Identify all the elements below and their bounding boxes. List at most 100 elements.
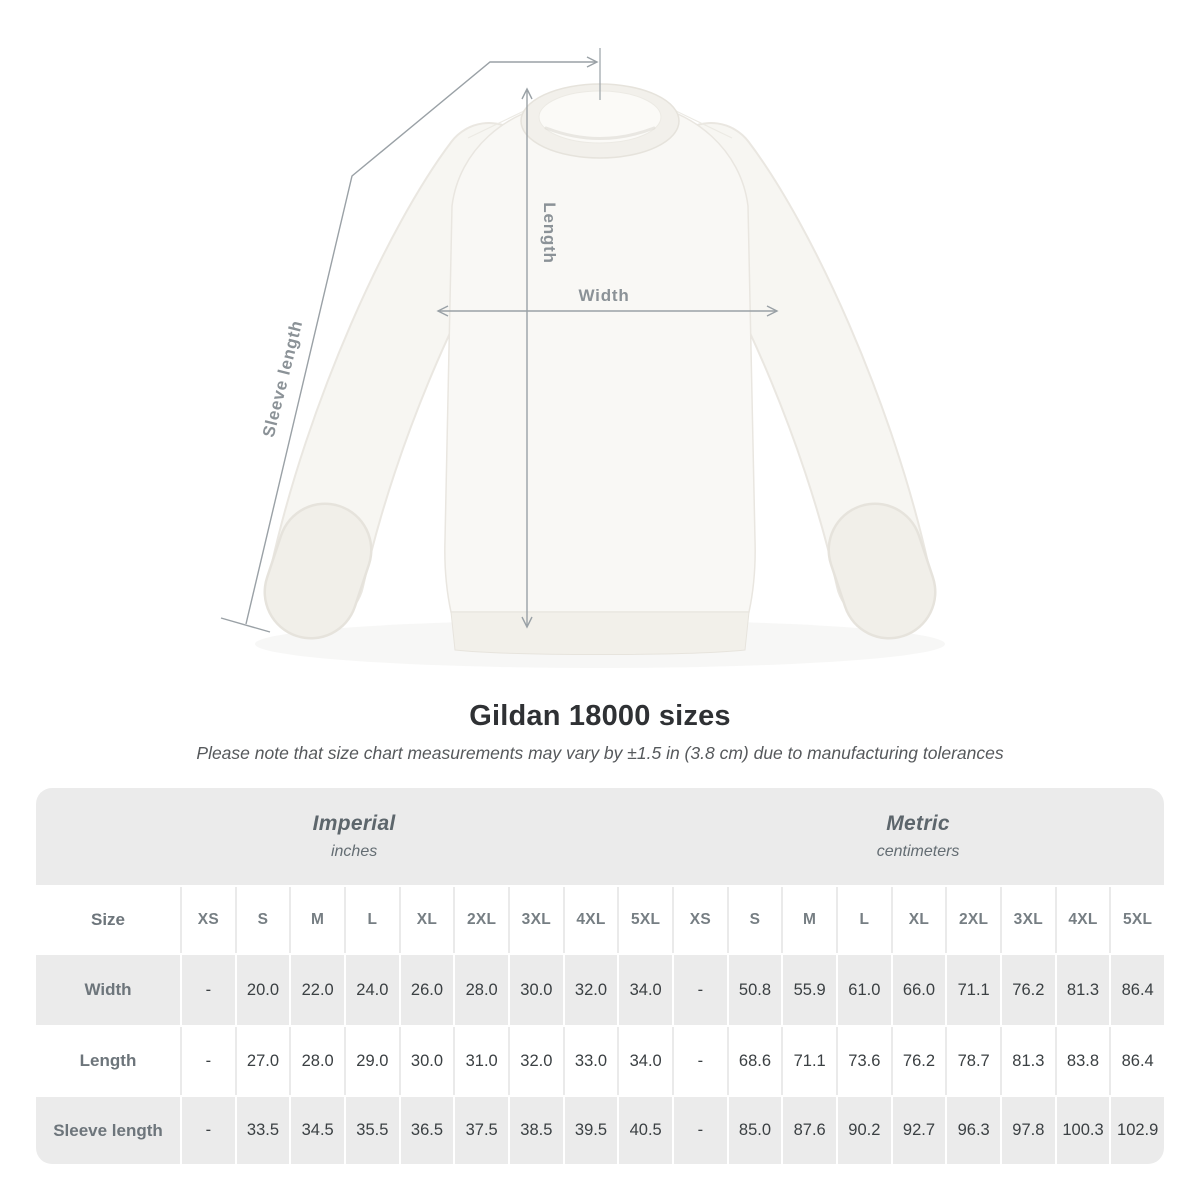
- table-cell: 90.2: [848, 1121, 881, 1139]
- table-cell: 24.0: [356, 980, 389, 999]
- sleeve-length-arrow: [220, 48, 601, 633]
- table-cell: 20.0: [246, 980, 280, 999]
- unit-header-metric: Metric centimeters: [672, 788, 1164, 885]
- size-col: 4XL: [1068, 911, 1098, 928]
- measurement-lines: [220, 48, 779, 633]
- table-cell: 87.6: [793, 1121, 826, 1139]
- table-cell: 30.0: [520, 980, 553, 999]
- table-cell: 76.2: [1012, 980, 1045, 999]
- table-cell: 40.5: [629, 1121, 662, 1139]
- width-arrow: [436, 305, 779, 317]
- metric-label: Metric: [886, 812, 950, 835]
- size-header-label: Size: [90, 910, 126, 929]
- row-label: Sleeve length: [53, 1120, 163, 1140]
- unit-header-imperial: Imperial inches: [36, 788, 672, 885]
- table-cell: 97.8: [1012, 1121, 1045, 1139]
- table-cell: -: [697, 1121, 704, 1139]
- table-cell: 81.3: [1066, 980, 1100, 999]
- table-cell: 34.0: [629, 1051, 662, 1070]
- size-col: XS: [689, 911, 711, 928]
- table-cell: 100.3: [1062, 1121, 1104, 1139]
- table-cell: -: [697, 980, 704, 999]
- metric-unit: centimeters: [876, 843, 960, 860]
- sleeve-length-label: Sleeve length: [259, 318, 306, 439]
- table-cell: 68.6: [738, 1051, 772, 1070]
- sweatshirt-body: [444, 102, 756, 655]
- size-col: L: [859, 911, 870, 928]
- table-cell: 55.9: [793, 980, 826, 999]
- table-cell: 22.0: [301, 980, 334, 999]
- table-cell: 50.8: [738, 980, 772, 999]
- sweatshirt-diagram: Width Length Sleeve length: [220, 48, 937, 655]
- table-cell: 81.3: [1012, 1051, 1045, 1070]
- length-label: Length: [540, 202, 559, 263]
- table-cell: 78.7: [957, 1051, 990, 1070]
- disclaimer-text: Please note that size chart measurements…: [196, 743, 1004, 763]
- table-cell: 76.2: [902, 1051, 936, 1070]
- imperial-unit: inches: [330, 843, 378, 860]
- length-arrow: [521, 87, 533, 629]
- size-col: M: [311, 911, 325, 928]
- table-cell: 26.0: [410, 980, 444, 999]
- table-row-width: Width - 20.0 22.0 24.0 26.0 28.0 30.0 32…: [36, 953, 1164, 1025]
- table-cell: 28.0: [465, 980, 498, 999]
- size-col: L: [367, 911, 378, 928]
- imperial-label: Imperial: [312, 812, 396, 835]
- table-cell: 38.5: [520, 1121, 553, 1139]
- table-cell: 35.5: [356, 1121, 389, 1139]
- table-cell: 86.4: [1121, 980, 1154, 999]
- size-col: S: [257, 911, 269, 928]
- width-label: Width: [578, 286, 629, 305]
- table-cell: 33.0: [574, 1051, 608, 1070]
- table-cell: 85.0: [738, 1121, 772, 1139]
- size-col: 2XL: [959, 911, 989, 928]
- table-cell: 32.0: [574, 980, 608, 999]
- table-cell: 86.4: [1121, 1051, 1154, 1070]
- table-cell: 92.7: [902, 1121, 936, 1139]
- size-col: 2XL: [467, 911, 497, 928]
- sweatshirt-collar: [520, 83, 680, 159]
- table-cell: 29.0: [356, 1051, 389, 1070]
- table-cell: 71.1: [793, 1051, 826, 1070]
- table-row-length: Length - 27.0 28.0 29.0 30.0 31.0 32.0 3…: [36, 1025, 1164, 1095]
- table-cell: -: [205, 1121, 212, 1139]
- table-cell: 34.0: [629, 980, 662, 999]
- size-col: 3XL: [521, 911, 551, 928]
- table-cell: -: [205, 1051, 212, 1070]
- table-cell: 34.5: [301, 1121, 334, 1139]
- size-col: M: [803, 911, 817, 928]
- table-cell: 33.5: [246, 1121, 280, 1139]
- table-cell: 37.5: [465, 1121, 498, 1139]
- size-table: Imperial inches Metric centimeters Size …: [36, 788, 1164, 1164]
- table-cell: 28.0: [301, 1051, 334, 1070]
- table-cell: 66.0: [902, 980, 936, 999]
- table-cell: 83.8: [1066, 1051, 1100, 1070]
- unit-header-bar: Imperial inches Metric centimeters: [36, 788, 1164, 885]
- table-cell: 30.0: [410, 1051, 444, 1070]
- table-cell: 102.9: [1117, 1121, 1159, 1139]
- size-col: 5XL: [631, 911, 661, 928]
- table-cell: -: [697, 1051, 704, 1070]
- table-cell: 32.0: [520, 1051, 553, 1070]
- title-block: Gildan 18000 sizes Please note that size…: [0, 700, 1200, 764]
- size-col: XL: [416, 911, 438, 928]
- table-cell: 36.5: [410, 1121, 444, 1139]
- size-header-row: Size XS S M L XL 2XL 3XL 4XL 5XL XS S M …: [36, 885, 1164, 953]
- table-cell: 27.0: [246, 1051, 280, 1070]
- table-cell: 31.0: [465, 1051, 498, 1070]
- size-col: XL: [908, 911, 930, 928]
- table-cell: 73.6: [848, 1051, 881, 1070]
- size-col: 5XL: [1123, 911, 1153, 928]
- table-cell: 96.3: [957, 1121, 990, 1139]
- table-row-sleeve-length: Sleeve length - 33.5 34.5 35.5 36.5 37.5…: [36, 1095, 1164, 1164]
- table-cell: 61.0: [848, 980, 881, 999]
- table-cell: 39.5: [574, 1121, 608, 1139]
- table-cell: -: [205, 980, 212, 999]
- table-cell: 71.1: [957, 980, 990, 999]
- page-title: Gildan 18000 sizes: [469, 700, 731, 732]
- size-col: S: [749, 911, 761, 928]
- size-col: 3XL: [1013, 911, 1043, 928]
- size-col: XS: [197, 911, 219, 928]
- row-label: Width: [84, 980, 132, 999]
